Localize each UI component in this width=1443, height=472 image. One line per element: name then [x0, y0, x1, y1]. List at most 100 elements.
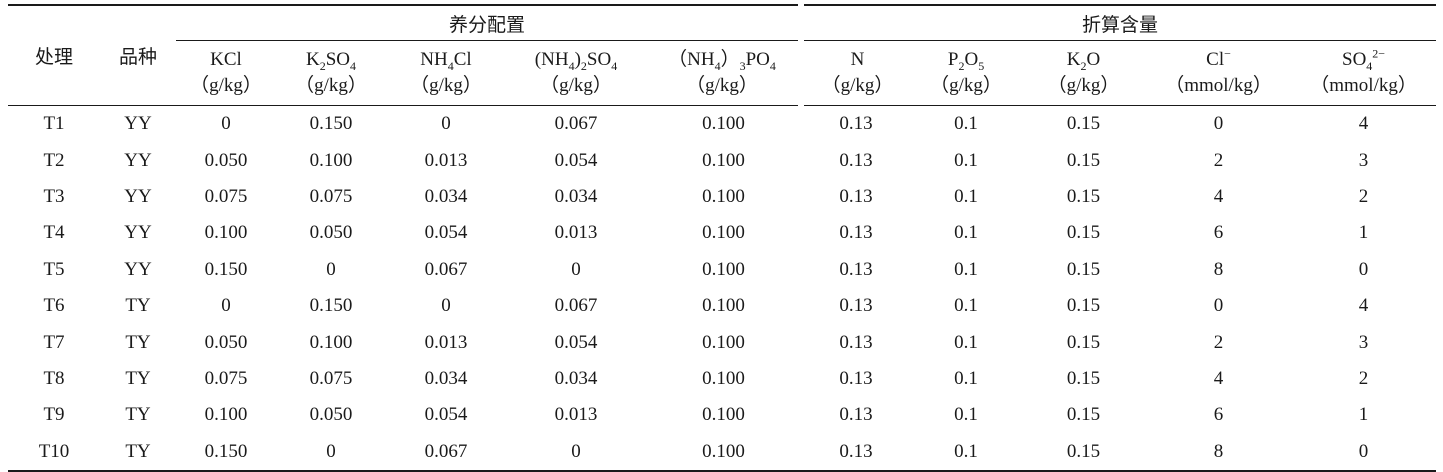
- cell-p2o5: 0.1: [954, 258, 978, 280]
- cell-n: 0.13: [839, 331, 873, 353]
- col-k2so4: K2SO4 （g/kg）: [276, 40, 386, 106]
- cell-k2so4: 0.050: [309, 404, 353, 426]
- cell-k2o: 0.15: [1066, 295, 1101, 317]
- cell-treatment: T10: [8, 433, 100, 472]
- cell-nh4cl: 0.013: [424, 149, 468, 171]
- cell-so4: 4: [1358, 295, 1369, 317]
- col-nh42so4: (NH4)2SO4 （g/kg）: [506, 40, 646, 106]
- table-row: T6 TY 0 0.150 0 0.067 0.100 0.13 0.1 0.15 0 4: [8, 288, 1436, 324]
- table-row: T3 YY 0.075 0.075 0.034 0.034 0.100 0.13 0.1 0.15…: [8, 179, 1436, 215]
- cell-nh42so4: 0.034: [554, 185, 598, 207]
- col-k2o: K2O （g/kg）: [1021, 40, 1147, 106]
- col-n: N （g/kg）: [798, 40, 912, 106]
- cell-k2so4: 0.075: [309, 367, 353, 389]
- cell-kcl: 0.050: [204, 149, 248, 171]
- cell-nh42so4: 0.013: [554, 404, 598, 426]
- cell-so4: 1: [1358, 222, 1369, 244]
- cell-nh43po4: 0.100: [646, 433, 802, 472]
- cell-p2o5: 0.1: [954, 367, 978, 389]
- cell-nh4cl: 0: [441, 295, 451, 317]
- cell-nh43po4: 0.100: [702, 185, 745, 207]
- cell-nh42so4: 0.034: [554, 367, 598, 389]
- cell-cl: 8: [1213, 258, 1224, 280]
- cell-p2o5: 0.1: [954, 295, 978, 317]
- cell-k2so4: 0.050: [309, 222, 353, 244]
- cell-n: 0.13: [839, 149, 873, 171]
- cell-nh43po4: 0.100: [702, 367, 745, 389]
- col-p2o5: P2O5 （g/kg）: [911, 40, 1022, 106]
- cell-n: 0.13: [839, 295, 873, 317]
- cell-treatment: T5: [43, 258, 65, 280]
- cell-treatment: T9: [43, 404, 65, 426]
- cell-variety: TY: [100, 433, 176, 472]
- cell-variety: TY: [125, 367, 151, 389]
- header-group-content: 折算含量: [798, 4, 1437, 41]
- cell-k2o: 0.15: [1066, 185, 1101, 207]
- cell-cl: 4: [1213, 185, 1224, 207]
- cell-variety: YY: [124, 113, 152, 135]
- cell-so4: 2: [1358, 367, 1369, 389]
- cell-n: 0.13: [839, 113, 873, 135]
- cell-kcl: 0.050: [204, 331, 248, 353]
- table-row: T10 TY 0.150 0 0.067 0 0.100 0.13 0.1 0.15 8 0: [8, 433, 1437, 472]
- cell-p2o5: 0.1: [954, 222, 978, 244]
- cell-n: 0.13: [839, 222, 873, 244]
- table-row: T2 YY 0.050 0.100 0.013 0.054 0.100 0.13 0.1 0.15…: [8, 142, 1436, 178]
- cell-kcl: 0: [221, 113, 231, 135]
- header-group-nutrient: 养分配置: [176, 4, 805, 41]
- cell-variety: TY: [125, 295, 151, 317]
- cell-nh42so4: 0.067: [554, 295, 598, 317]
- cell-n: 0.13: [839, 404, 873, 426]
- cell-cl: 8: [1146, 433, 1292, 472]
- cell-treatment: T3: [43, 185, 65, 207]
- cell-treatment: T7: [43, 331, 65, 353]
- col-so4: SO42− （mmol/kg）: [1291, 40, 1437, 106]
- header-treatment: 处理: [8, 4, 100, 106]
- cell-nh42so4: 0.054: [554, 331, 598, 353]
- header-variety: 品种: [100, 4, 176, 106]
- cell-n: 0.13: [839, 185, 873, 207]
- cell-treatment: T6: [43, 295, 65, 317]
- cell-variety: YY: [124, 149, 152, 171]
- cell-kcl: 0.100: [204, 222, 248, 244]
- cell-treatment: T4: [43, 222, 65, 244]
- cell-nh4cl: 0.067: [386, 433, 506, 472]
- cell-k2so4: 0.150: [309, 113, 353, 135]
- cell-variety: YY: [124, 222, 152, 244]
- cell-so4: 3: [1358, 331, 1369, 353]
- cell-nh42so4: 0: [506, 433, 646, 472]
- cell-nh43po4: 0.100: [702, 149, 745, 171]
- cell-nh42so4: 0.067: [554, 113, 598, 135]
- table-row: T5 YY 0.150 0 0.067 0 0.100 0.13 0.1 0.15 8 0: [8, 252, 1436, 288]
- cell-p2o5: 0.1: [954, 113, 978, 135]
- cell-kcl: 0.075: [204, 185, 248, 207]
- cell-nh42so4: 0.054: [554, 149, 598, 171]
- cell-kcl: 0.100: [204, 404, 248, 426]
- cell-treatment: T2: [43, 149, 65, 171]
- cell-nh43po4: 0.100: [702, 295, 745, 317]
- cell-kcl: 0.150: [176, 433, 276, 472]
- cell-n: 0.13: [839, 367, 873, 389]
- table-row: T9 TY 0.100 0.050 0.054 0.013 0.100 0.13 0.1 0.15…: [8, 397, 1436, 433]
- cell-nh4cl: 0.013: [424, 331, 468, 353]
- cell-kcl: 0.075: [204, 367, 248, 389]
- cell-k2o: 0.15: [1066, 331, 1101, 353]
- cell-cl: 2: [1213, 331, 1224, 353]
- cell-so4: 0: [1358, 258, 1369, 280]
- cell-nh43po4: 0.100: [702, 113, 745, 135]
- cell-so4: 1: [1358, 404, 1369, 426]
- cell-k2so4: 0: [326, 258, 336, 280]
- cell-nh4cl: 0.054: [424, 222, 468, 244]
- table-row: T1 YY 0 0.150 0 0.067 0.100 0.13 0.1 0.15 0 4: [8, 106, 1436, 143]
- cell-p2o5: 0.1: [911, 433, 1022, 472]
- cell-so4: 2: [1358, 185, 1369, 207]
- cell-cl: 4: [1213, 367, 1224, 389]
- cell-n: 0.13: [839, 258, 873, 280]
- cell-nh43po4: 0.100: [702, 222, 745, 244]
- cell-nh4cl: 0.054: [424, 404, 468, 426]
- cell-so4: 4: [1358, 113, 1369, 135]
- cell-cl: 6: [1213, 404, 1224, 426]
- table-row: T8 TY 0.075 0.075 0.034 0.034 0.100 0.13 0.1 0.15…: [8, 361, 1436, 397]
- cell-cl: 6: [1213, 222, 1224, 244]
